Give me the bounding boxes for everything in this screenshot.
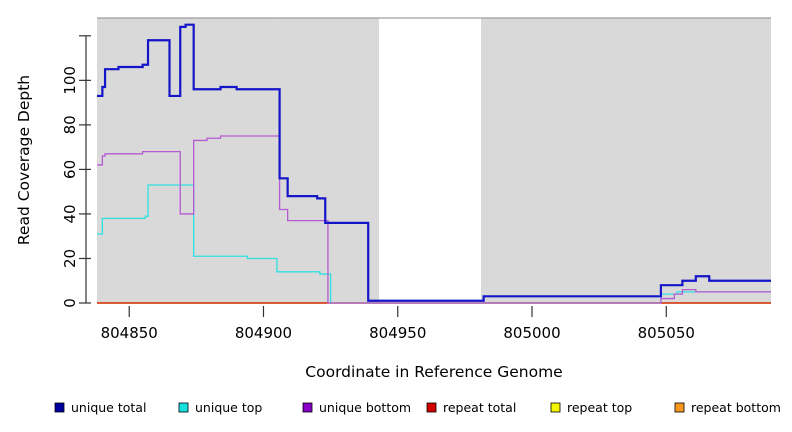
legend-item[interactable]: unique total (54, 400, 146, 415)
legend-swatch (674, 402, 685, 413)
x-tick-label: 804950 (369, 324, 426, 342)
shaded-region (97, 18, 277, 303)
x-tick-label: 805000 (503, 324, 560, 342)
x-tick-label: 804850 (101, 324, 158, 342)
y-tick-label: 60 (61, 160, 79, 179)
legend-swatch (178, 402, 189, 413)
y-tick-label: 20 (61, 249, 79, 268)
x-tick-label: 804900 (235, 324, 292, 342)
x-tick-label: 805050 (638, 324, 695, 342)
y-tick-label: 40 (61, 204, 79, 223)
y-tick-label: 0 (61, 298, 79, 308)
legend-item[interactable]: repeat top (550, 400, 632, 415)
series-line-unique-bottom (97, 135, 771, 304)
legend-item[interactable]: repeat total (426, 400, 516, 415)
y-tick-label: 80 (61, 115, 79, 134)
legend-label: repeat top (567, 400, 632, 415)
y-tick-label: 100 (61, 66, 79, 95)
x-axis-title: Coordinate in Reference Genome (305, 363, 562, 381)
shaded-region (480, 18, 771, 303)
legend-swatch (550, 402, 561, 413)
legend-label: unique total (71, 400, 146, 415)
legend-label: unique top (195, 400, 262, 415)
legend-item[interactable]: repeat bottom (674, 400, 781, 415)
legend-swatch (426, 402, 437, 413)
y-axis-title: Read Coverage Depth (15, 75, 33, 245)
legend-swatch (54, 402, 65, 413)
legend-label: repeat total (443, 400, 516, 415)
legend-item[interactable]: unique bottom (302, 400, 411, 415)
legend-item[interactable]: unique top (178, 400, 262, 415)
legend-swatch (302, 402, 313, 413)
legend-label: unique bottom (319, 400, 411, 415)
legend-label: repeat bottom (691, 400, 781, 415)
series-line-unique-total (97, 23, 771, 302)
